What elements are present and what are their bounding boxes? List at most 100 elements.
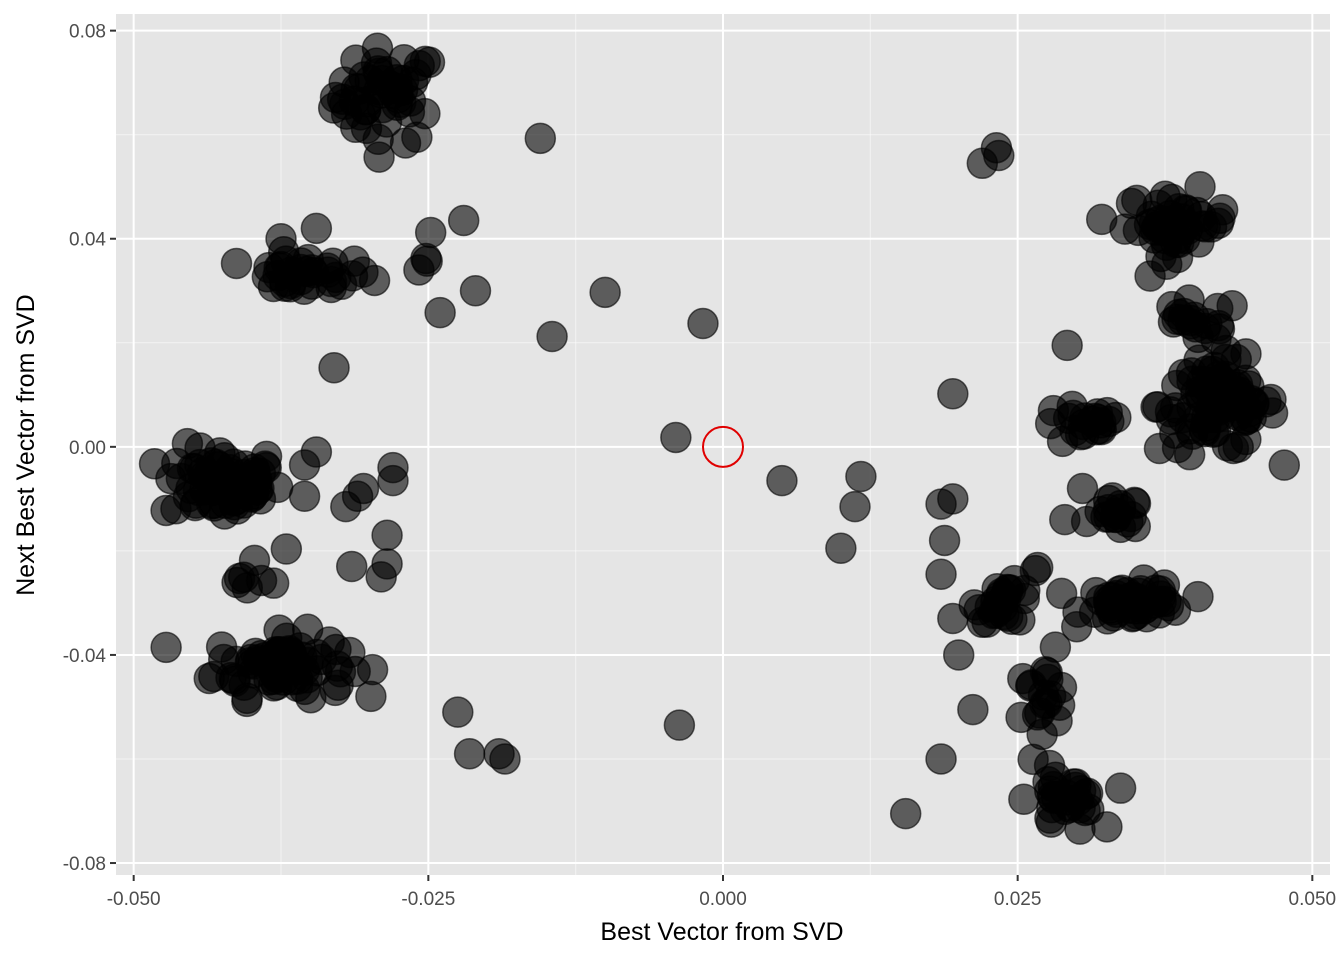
data-point [270, 533, 303, 565]
data-point [413, 46, 446, 78]
data-point [319, 674, 351, 707]
data-point [205, 631, 238, 663]
data-point [453, 738, 486, 770]
x-tick-label: -0.025 [401, 889, 455, 910]
data-point [1034, 407, 1067, 440]
data-point [1049, 503, 1081, 536]
data-point [320, 633, 352, 666]
data-point [237, 648, 269, 680]
data-point [925, 743, 957, 775]
data-point [447, 204, 480, 237]
data-point [687, 307, 719, 340]
y-tick-label: 0.04 [69, 230, 106, 251]
data-point [524, 122, 557, 155]
y-tick-label: 0.00 [69, 438, 106, 459]
data-point [270, 622, 303, 655]
data-point [928, 524, 961, 557]
data-point [281, 663, 314, 695]
data-point [1150, 248, 1183, 280]
data-point [845, 460, 877, 493]
data-point [889, 797, 922, 830]
data-point [1066, 472, 1099, 505]
data-point [318, 352, 350, 384]
data-point [1167, 401, 1199, 434]
data-point [1041, 705, 1073, 737]
data-point [925, 558, 957, 591]
y-tick-label: -0.08 [63, 854, 106, 875]
data-point [942, 639, 975, 671]
data-point [839, 490, 871, 523]
data-point [663, 709, 696, 741]
x-tick-label: -0.050 [107, 889, 161, 910]
x-tick-label: 0.000 [699, 889, 747, 910]
data-point [1176, 365, 1208, 397]
data-point [1116, 601, 1148, 633]
data-point [660, 421, 692, 454]
data-point [355, 680, 387, 713]
data-point [1202, 207, 1235, 240]
data-point [349, 93, 382, 126]
data-point [300, 212, 333, 245]
x-axis-title: Best Vector from SVD [600, 918, 843, 946]
y-axis-ticks: -0.08 -0.04 0.00 0.04 0.08 [63, 22, 116, 875]
x-axis-ticks: -0.050 -0.025 0.000 0.025 0.050 [107, 875, 1336, 910]
data-point [937, 483, 969, 515]
data-point [288, 449, 321, 481]
data-point [1140, 391, 1172, 423]
data-point [1039, 631, 1072, 663]
data-point [150, 631, 182, 664]
data-point [825, 532, 857, 565]
data-points [138, 32, 1301, 845]
data-point [138, 448, 171, 480]
data-point [184, 448, 216, 481]
data-point [937, 378, 969, 410]
data-point [536, 320, 568, 353]
x-tick-label: 0.050 [1289, 889, 1337, 910]
data-point [365, 561, 397, 593]
data-point [315, 271, 347, 304]
data-point [198, 660, 230, 693]
data-point [1230, 403, 1263, 436]
data-point [1021, 551, 1054, 584]
data-point [489, 743, 521, 775]
y-axis-title: Next Best Vector from SVD [12, 294, 40, 596]
data-point [1093, 405, 1125, 438]
data-point [377, 464, 409, 497]
data-point [1202, 360, 1235, 393]
data-point [1152, 589, 1185, 622]
data-point [990, 583, 1022, 615]
data-point [362, 55, 394, 87]
data-point [442, 696, 474, 728]
data-point [589, 276, 621, 309]
data-point [1051, 329, 1083, 362]
data-point [389, 127, 422, 159]
data-point [347, 472, 380, 505]
data-point [201, 469, 233, 502]
data-point [274, 271, 307, 303]
x-tick-label: 0.025 [994, 889, 1042, 910]
data-point [1104, 493, 1137, 526]
data-point [265, 222, 297, 255]
data-point [358, 264, 391, 297]
data-point [257, 567, 290, 599]
data-point [1104, 772, 1137, 804]
data-point [937, 602, 969, 635]
y-tick-label: 0.08 [69, 22, 106, 43]
data-point [221, 566, 253, 599]
data-point [409, 97, 441, 130]
data-point [766, 464, 798, 497]
data-point [414, 216, 447, 249]
data-point [1139, 214, 1172, 246]
data-point [403, 254, 435, 286]
data-point [424, 296, 456, 329]
y-tick-label: -0.04 [63, 646, 107, 667]
highlight-circle [702, 425, 744, 468]
data-point [957, 693, 989, 726]
data-point [335, 550, 368, 583]
data-point [1178, 301, 1210, 333]
data-point [1115, 187, 1148, 220]
data-point [288, 480, 321, 513]
data-point [459, 275, 492, 307]
data-point [1045, 577, 1078, 610]
